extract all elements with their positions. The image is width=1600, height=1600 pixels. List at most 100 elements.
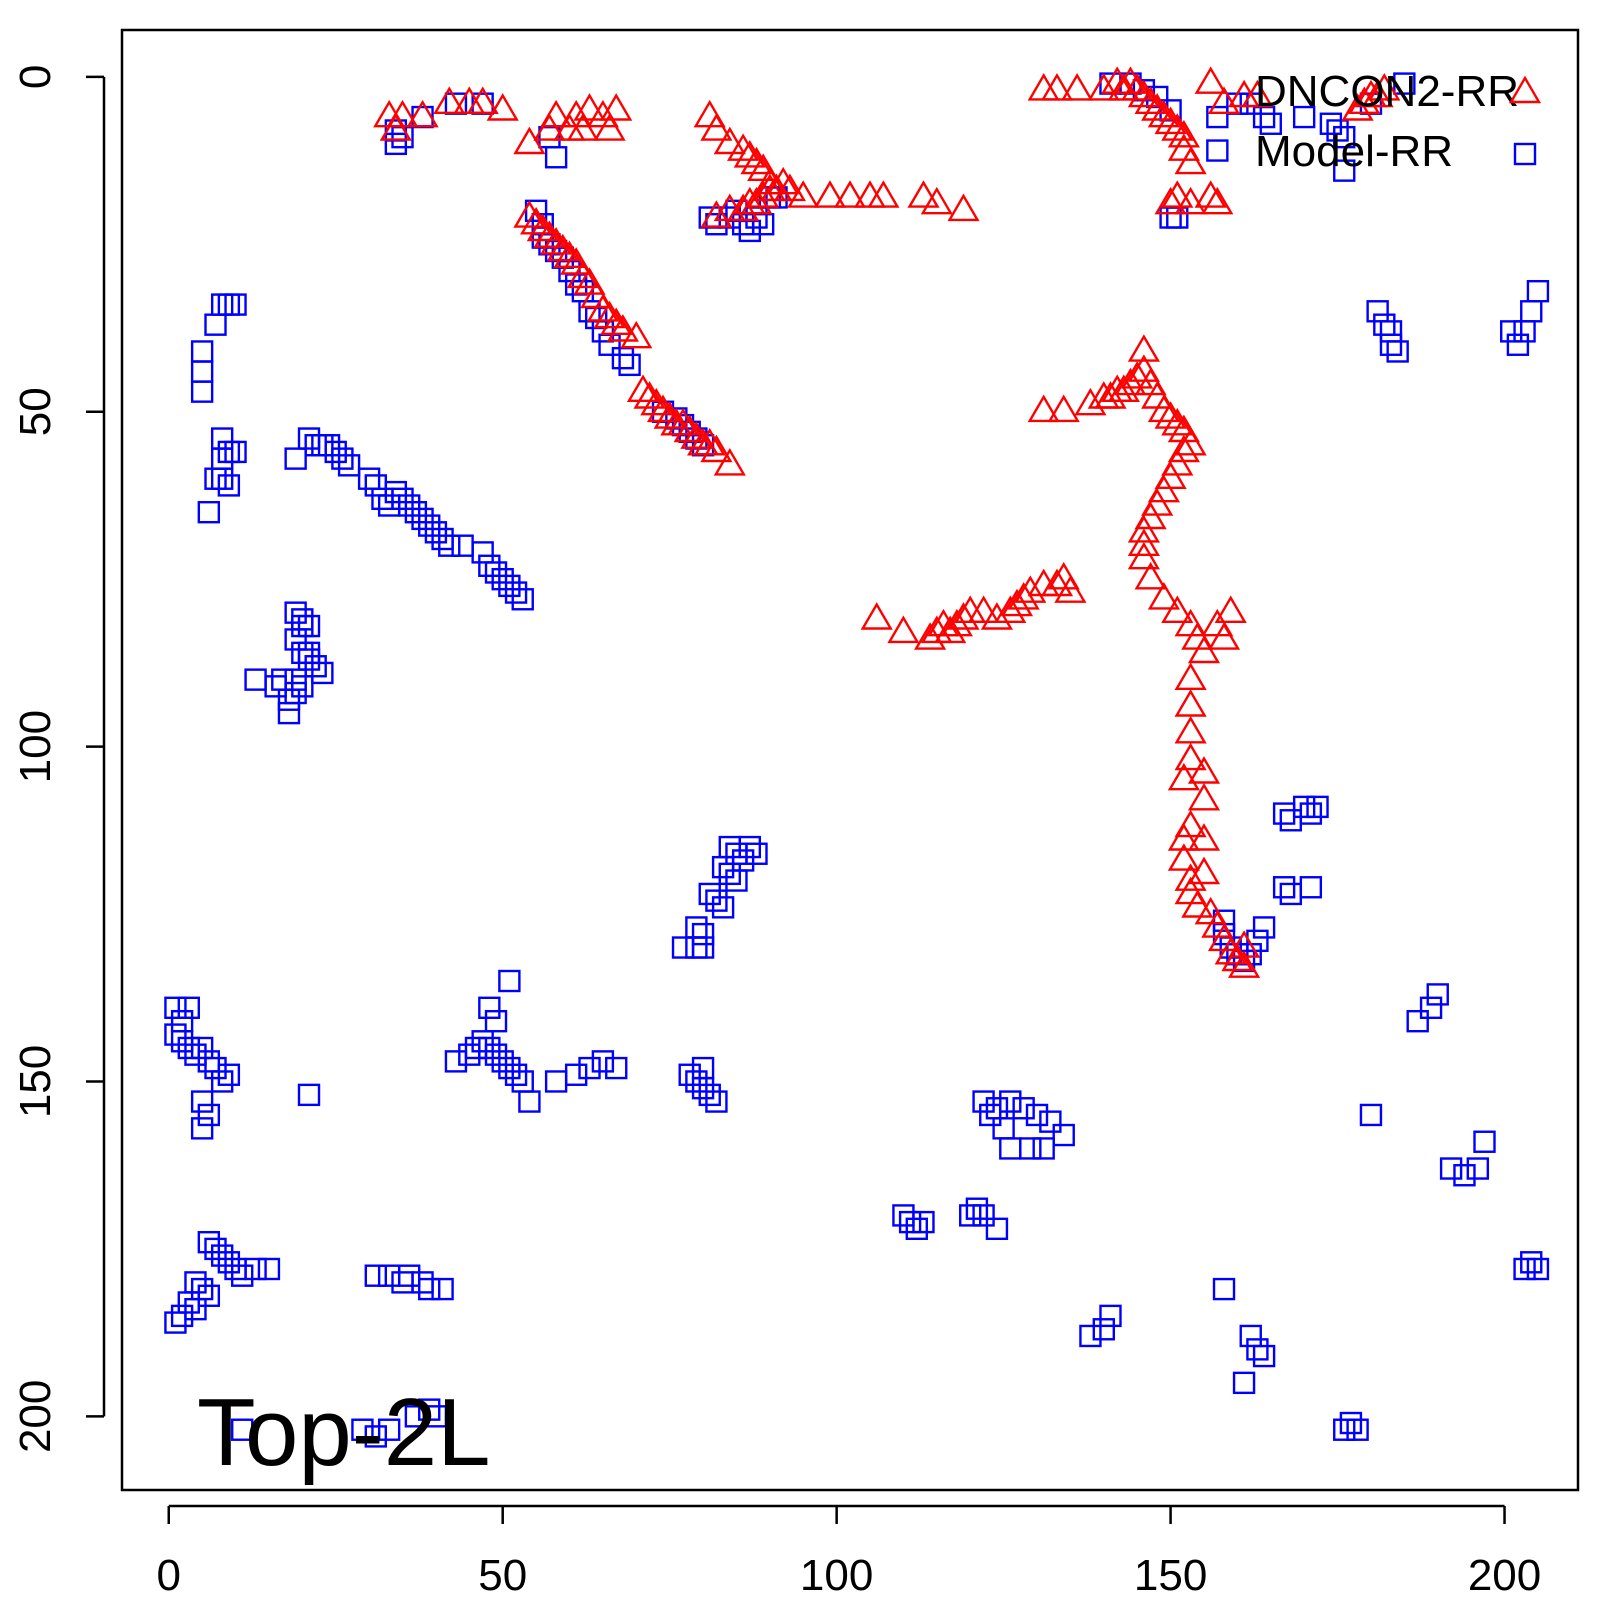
model-rr-point — [324, 440, 347, 464]
model-rr-point — [1212, 909, 1236, 932]
dncon2-rr-point — [727, 193, 760, 222]
dncon2-rr-point — [920, 186, 953, 215]
y-tick-label: 150 — [11, 1045, 60, 1118]
dncon2-rr-point — [680, 421, 713, 449]
model-rr-point — [504, 1063, 528, 1086]
model-rr-point — [1319, 112, 1343, 135]
dncon2-rr-point — [1127, 541, 1160, 570]
dncon2-rr-point — [533, 113, 566, 141]
dncon2-rr-point — [620, 320, 653, 349]
model-rr-point — [912, 1210, 935, 1234]
model-rr-point — [1473, 1130, 1496, 1153]
dncon2-rr-point — [1007, 582, 1040, 610]
model-rr-point — [1252, 1344, 1276, 1368]
dncon2-rr-point — [1127, 334, 1160, 362]
model-rr-point — [404, 501, 428, 524]
dncon2-rr-point — [1174, 427, 1207, 456]
dncon2-rr-point — [1207, 622, 1241, 650]
dncon2-rr-point — [1040, 568, 1074, 597]
dncon2-rr-point — [1094, 381, 1127, 409]
model-rr-point — [691, 922, 715, 946]
model-rr-point — [1292, 795, 1316, 819]
model-rr-point — [491, 1050, 514, 1073]
model-rr-point — [1032, 1137, 1055, 1160]
dncon2-rr-point — [1161, 113, 1194, 141]
dncon2-rr-point — [1107, 374, 1140, 402]
dncon2-rr-point — [1368, 73, 1401, 101]
model-rr-point — [1520, 1251, 1543, 1274]
model-rr-point — [1386, 340, 1409, 363]
model-rr-point — [190, 1090, 214, 1113]
model-rr-point — [1025, 1103, 1049, 1127]
model-rr-point — [190, 380, 214, 403]
dncon2-rr-point — [566, 113, 599, 141]
series-dncon2-rr — [373, 66, 1401, 978]
model-rr-point — [244, 1257, 267, 1281]
dncon2-rr-point — [1187, 856, 1221, 885]
model-rr-point — [331, 447, 354, 470]
dncon2-rr-point — [1361, 79, 1394, 108]
model-rr-point — [1333, 159, 1356, 182]
model-rr-point — [705, 889, 728, 912]
dncon2-rr-point — [646, 394, 680, 423]
model-rr-point — [959, 1204, 982, 1227]
dncon2-rr-point — [606, 314, 639, 342]
model-rr-point — [1206, 105, 1229, 129]
model-rr-point — [745, 842, 768, 865]
dncon2-rr-point — [1154, 401, 1187, 429]
dncon2-rr-point — [546, 233, 579, 262]
model-rr-point — [1339, 1411, 1363, 1435]
dncon2-rr-point — [693, 427, 726, 456]
model-rr-point — [725, 869, 748, 892]
dncon2-rr-point — [1040, 73, 1074, 101]
model-rr-point — [578, 1056, 601, 1080]
dncon2-rr-point — [1127, 528, 1160, 556]
model-rr-point — [231, 1418, 254, 1441]
dncon2-rr-point — [513, 200, 546, 228]
model-rr-point — [484, 1009, 508, 1033]
model-rr-point — [1079, 1324, 1102, 1348]
model-rr-point — [217, 474, 241, 497]
y-tick-label: 50 — [11, 387, 60, 436]
dncon2-rr-point — [1161, 407, 1194, 436]
dncon2-rr-point — [1201, 186, 1234, 215]
model-rr-point — [431, 1277, 454, 1301]
model-rr-point — [384, 132, 408, 156]
model-rr-point — [511, 588, 534, 611]
model-rr-point — [210, 1244, 234, 1267]
model-rr-point — [184, 1043, 207, 1066]
model-rr-point — [1453, 1164, 1476, 1187]
model-rr-point — [691, 1056, 715, 1080]
model-rr-point — [1212, 1277, 1236, 1301]
dncon2-rr-point — [727, 133, 760, 161]
dncon2-rr-point — [733, 140, 766, 168]
dncon2-rr-point — [540, 227, 573, 255]
model-rr-point — [1272, 876, 1296, 899]
dncon2-rr-point — [947, 602, 980, 630]
dncon2-rr-point — [1154, 186, 1187, 215]
model-rr-point — [277, 701, 301, 725]
model-rr-point — [1246, 1338, 1269, 1361]
dncon2-rr-point — [907, 180, 940, 208]
model-rr-point — [1299, 802, 1323, 825]
dncon2-rr-point — [379, 113, 412, 141]
model-rr-point — [244, 668, 267, 691]
model-rr-point — [705, 213, 728, 236]
model-rr-point — [444, 1050, 468, 1073]
y-tick-label: 0 — [11, 65, 60, 89]
dncon2-rr-point — [1014, 575, 1047, 603]
model-rr-point — [1513, 1257, 1536, 1281]
model-rr-point — [1246, 929, 1269, 953]
model-rr-point — [1292, 105, 1316, 129]
model-rr-point — [364, 1425, 387, 1448]
dncon2-rr-point — [600, 307, 633, 335]
dncon2-rr-point — [1187, 823, 1221, 851]
dncon2-rr-point — [406, 99, 439, 128]
model-rr-point — [1252, 916, 1276, 939]
model-rr-point — [491, 567, 514, 591]
model-rr-point — [197, 501, 221, 524]
dncon2-rr-point — [947, 193, 980, 222]
model-rr-point — [1393, 72, 1416, 95]
dncon2-rr-point — [553, 240, 586, 268]
